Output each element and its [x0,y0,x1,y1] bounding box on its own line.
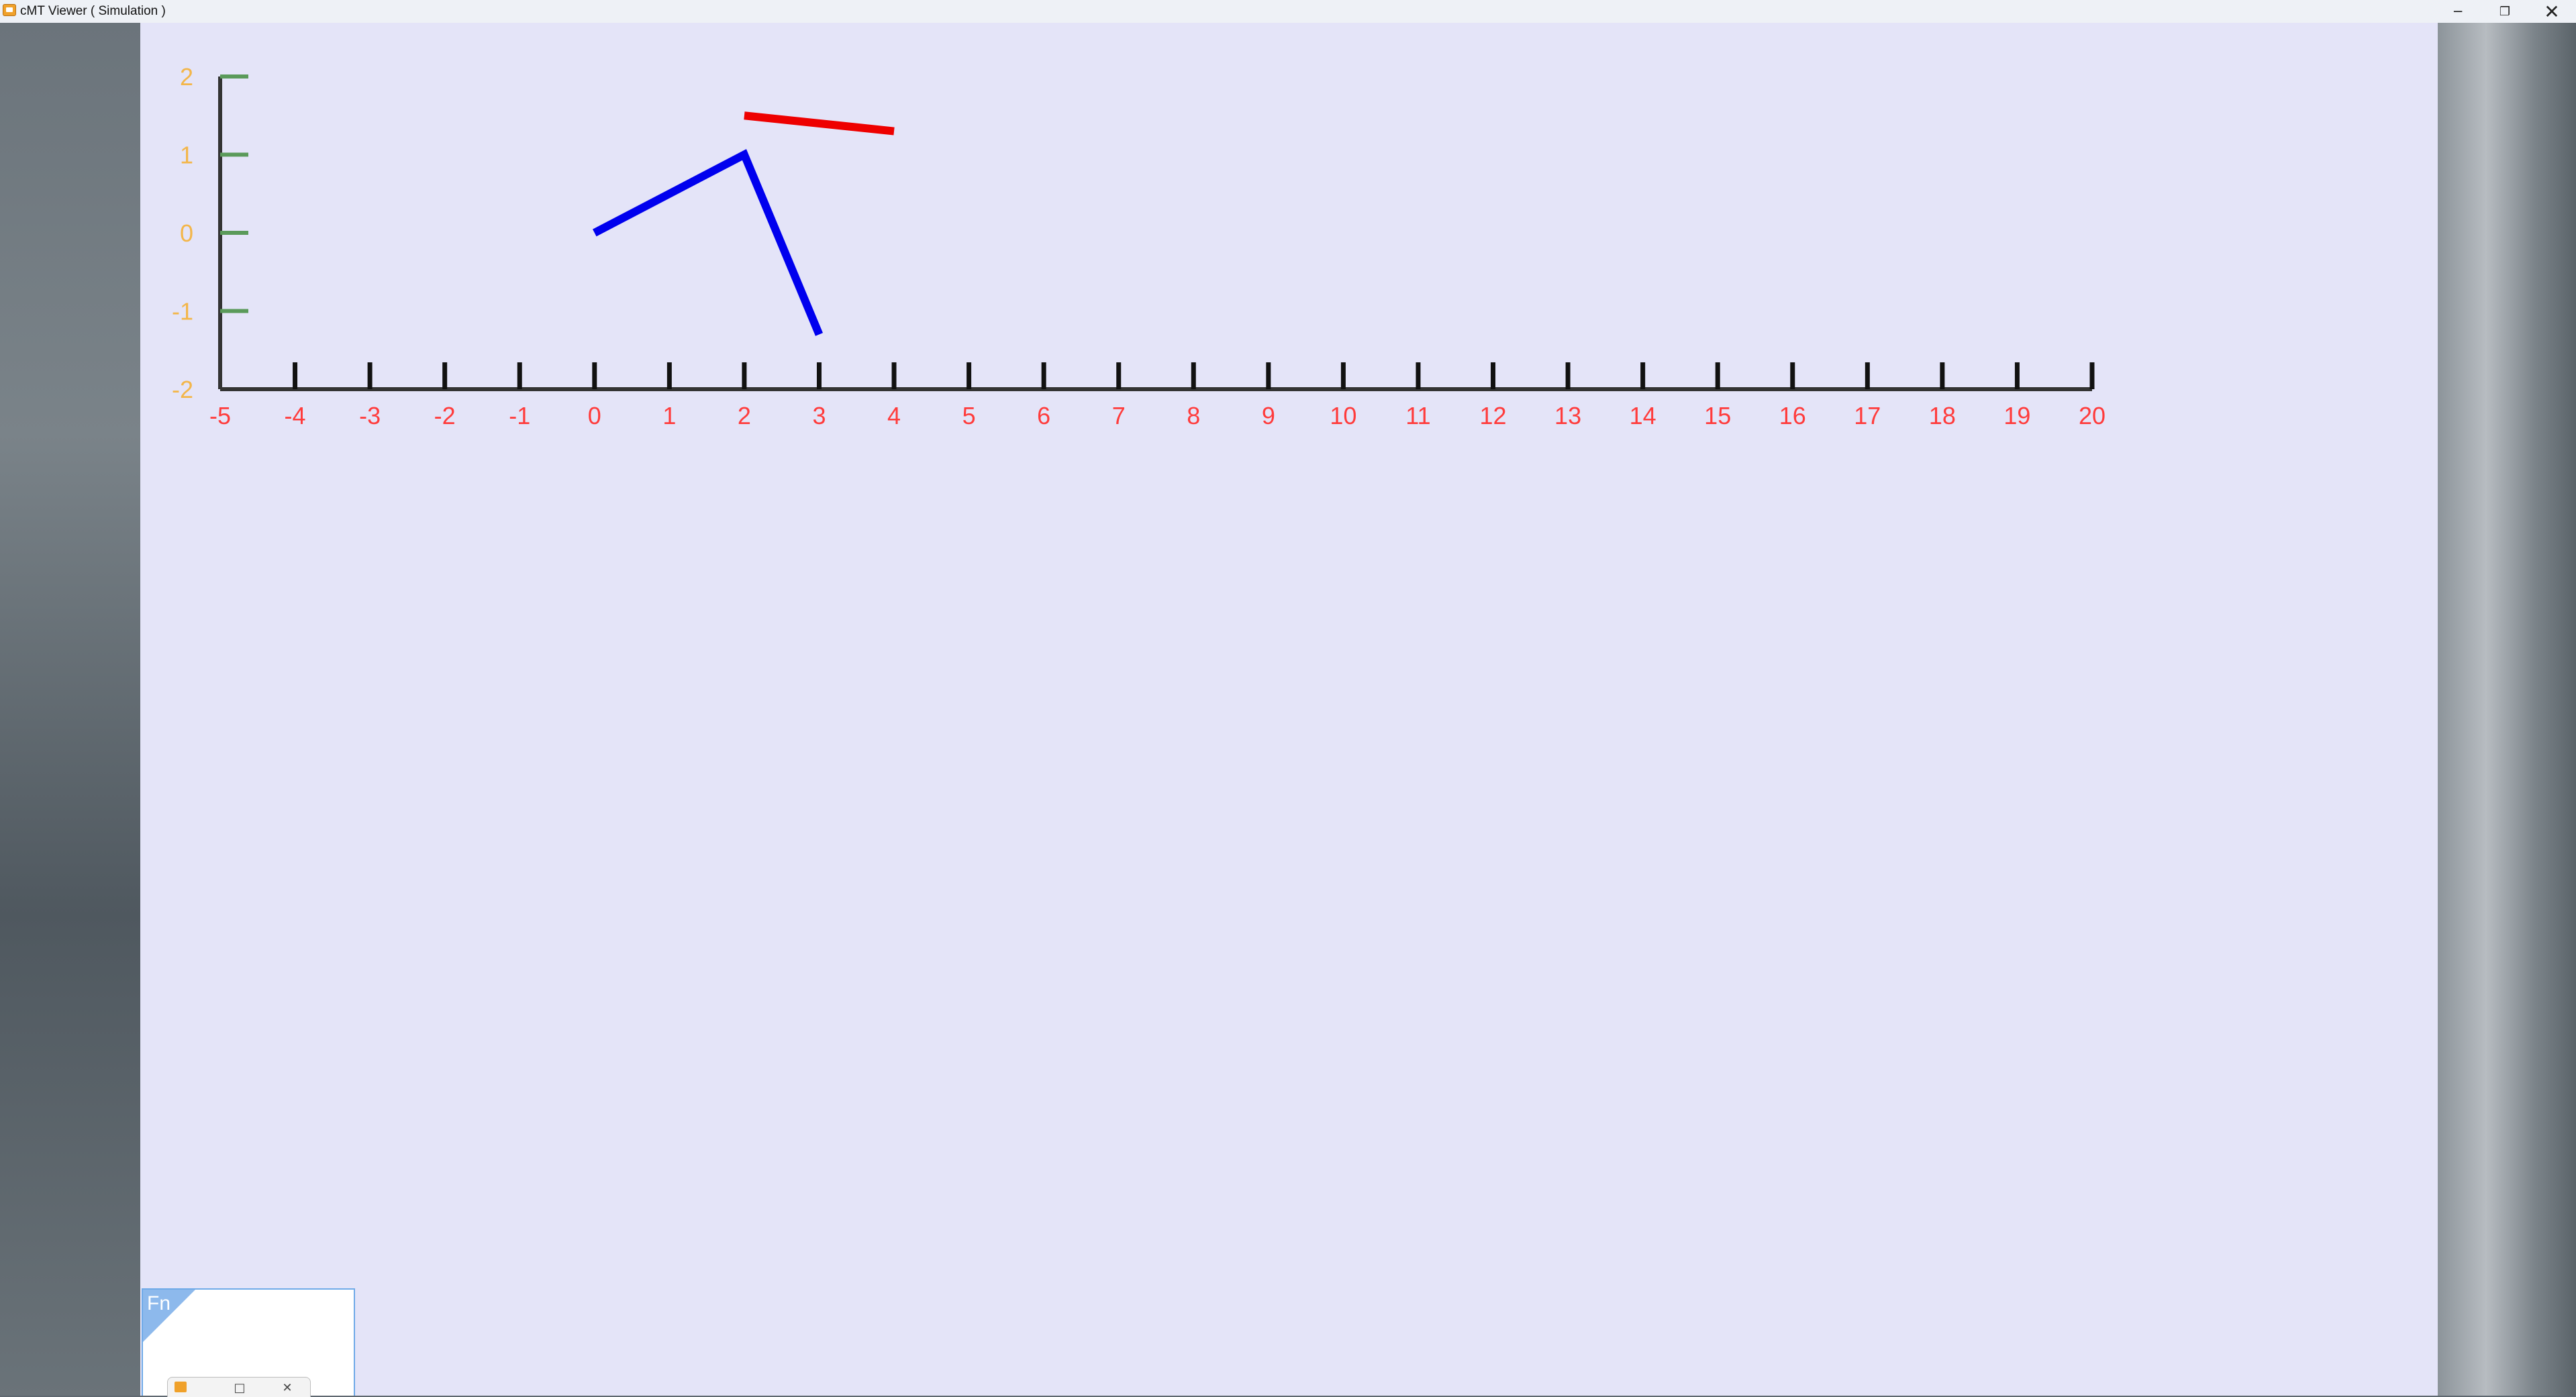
title-bar: cMT Viewer ( Simulation ) ─ ❐ ✕ [0,0,2576,23]
x-tick-label: -1 [509,402,530,429]
xy-plot: -5 -4 -3 -2 -1 0 1 2 3 4 5 6 7 8 9 10 11 12 13 14 15 16 17 18 19… [172,63,2106,429]
x-tick-label: -4 [285,402,306,429]
fn-panel[interactable]: Fn □ ✕ [142,1288,355,1397]
y-tick-label: 0 [180,219,193,247]
x-tick-label: 16 [1779,402,1806,429]
x-tick-label: 20 [2079,402,2106,429]
x-tick-label: 18 [1929,402,1956,429]
x-tick-label: 8 [1187,402,1200,429]
desktop-background-right [2438,23,2576,1396]
x-tick-label: 10 [1330,402,1356,429]
y-tick-label: -1 [172,298,193,325]
x-tick-label: 17 [1854,402,1881,429]
y-tick-label: 2 [180,63,193,91]
maximize-button[interactable]: □ [234,1380,246,1395]
x-tick-label: 3 [812,402,826,429]
x-tick-label: 15 [1704,402,1731,429]
mini-window-bar: □ ✕ [167,1377,311,1397]
close-button[interactable]: ✕ [2544,0,2560,23]
x-tick-label: 9 [1262,402,1275,429]
x-tick-label: 7 [1112,402,1126,429]
x-tick-label: 13 [1554,402,1581,429]
cmt-viewer-app-icon [175,1382,187,1392]
x-tick-label: 1 [662,402,676,429]
fn-corner-tab [143,1290,195,1342]
series-line-1 [593,149,824,336]
cmt-viewer-app-icon [3,4,16,16]
x-tick-label: 12 [1479,402,1506,429]
x-tick-label: 14 [1630,402,1656,429]
fn-label: Fn [147,1292,171,1314]
x-tick-label: 19 [2003,402,2030,429]
hmi-screen: -5 -4 -3 -2 -1 0 1 2 3 4 5 6 7 8 9 10 11 12 13 14 15 16 17 18 19… [140,23,2438,1396]
desktop-background-left [0,23,140,1396]
x-tick-label: 5 [962,402,976,429]
mini-close-button[interactable]: ✕ [282,1380,293,1395]
y-tick-label: 1 [180,142,193,169]
series-line-2 [744,111,895,136]
minimize-button[interactable]: ─ [2453,3,2463,19]
x-tick-label: -2 [434,402,456,429]
x-tick-label: 11 [1405,402,1430,429]
y-tick-label: -2 [172,376,193,403]
x-tick-label: 0 [588,402,601,429]
x-tick-label: 6 [1037,402,1050,429]
x-tick-label: 2 [738,402,751,429]
restore-button[interactable]: ❐ [2499,4,2511,19]
x-tick-label: 4 [887,402,901,429]
x-tick-label: -3 [359,402,381,429]
window-title: cMT Viewer ( Simulation ) [20,4,166,18]
x-tick-label: -5 [209,402,231,429]
